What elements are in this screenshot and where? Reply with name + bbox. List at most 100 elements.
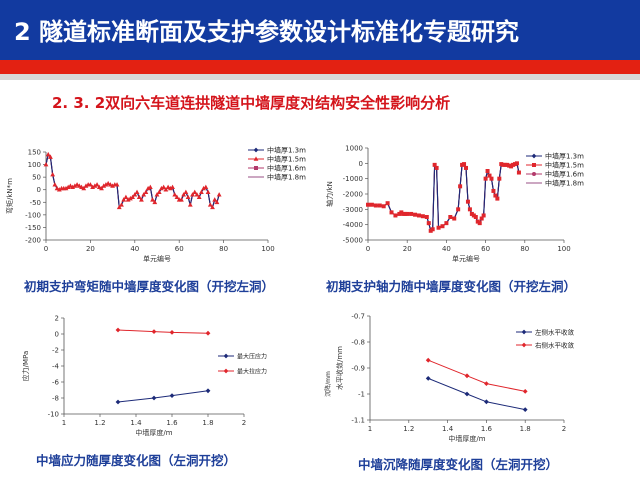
x-tick-label: 1.2	[403, 425, 414, 433]
data-point	[420, 214, 425, 219]
data-point	[373, 203, 378, 208]
legend-label: 中墙厚1.3m	[545, 152, 584, 161]
series-line	[428, 377, 526, 411]
data-point	[119, 202, 124, 207]
data-point	[409, 211, 414, 216]
x-tick-label: 1.4	[442, 425, 454, 433]
data-point	[405, 211, 410, 216]
caption-axial-force: 初期支护轴力随中墙厚度变化图（开挖左洞）	[326, 279, 577, 294]
data-point	[190, 192, 195, 197]
y-tick-label: -1000	[343, 175, 363, 183]
data-point	[94, 182, 100, 187]
data-point	[456, 207, 461, 212]
y-tick-label: -6	[52, 379, 60, 387]
data-point	[413, 212, 418, 217]
data-point	[154, 192, 160, 197]
x-tick-label: 1.2	[94, 419, 105, 427]
y-tick-label: -2	[52, 347, 59, 355]
x-axis-label: 单元编号	[143, 254, 171, 263]
data-point	[136, 194, 142, 200]
caption-moment: 初期支护弯矩随中墙厚度变化图（开挖左洞）	[24, 279, 275, 294]
x-tick-label: 100	[261, 245, 274, 253]
x-tick-label: 80	[520, 245, 529, 253]
y-tick-label: -4	[52, 363, 60, 371]
data-point	[522, 389, 528, 394]
y-tick-label: -50	[30, 199, 41, 207]
y-tick-label: -2000	[343, 191, 363, 199]
data-point	[63, 185, 69, 191]
legend-marker	[253, 156, 259, 161]
data-point	[205, 330, 211, 336]
data-point	[65, 184, 71, 189]
data-point	[205, 388, 211, 394]
x-tick-label: 60	[481, 245, 490, 253]
legend-marker	[223, 353, 229, 359]
y-tick-label: -10	[48, 411, 59, 419]
data-point	[522, 407, 528, 412]
data-point	[115, 399, 121, 405]
data-point	[90, 184, 96, 189]
data-point	[432, 162, 437, 167]
data-point	[70, 184, 76, 189]
y-tick-label: 0	[37, 186, 41, 194]
x-tick-label: 40	[442, 245, 451, 253]
x-axis-label: 单元编号	[452, 254, 480, 263]
data-point	[205, 189, 211, 195]
data-point	[210, 204, 215, 210]
axial-force-chart: 0 20 40 60 80 100 1000 0 -1000 -2000 -3000 -4000 -50…	[320, 128, 640, 266]
y-tick-label: -150	[25, 224, 41, 232]
series-line	[428, 359, 526, 392]
data-point	[196, 194, 202, 200]
data-point	[199, 189, 204, 195]
data-point	[170, 184, 175, 189]
data-point	[491, 188, 496, 193]
x-tick-label: 1.6	[166, 419, 178, 427]
x-tick-label: 0	[366, 245, 370, 253]
data-point	[56, 187, 62, 192]
data-point	[381, 204, 386, 209]
x-tick-label: 20	[86, 245, 95, 253]
data-point	[416, 213, 421, 218]
data-point	[462, 162, 467, 167]
caption-stress: 中墙应力随厚度变化图（左洞开挖）	[36, 453, 237, 468]
legend-marker	[223, 368, 229, 374]
x-tick-label: 80	[219, 245, 228, 253]
y-tick-label: -0.7	[351, 313, 365, 321]
data-point	[385, 201, 390, 206]
x-tick-label: 1	[62, 419, 66, 427]
data-point	[424, 215, 429, 219]
y-axis-secondary-label: 沉降/mm	[324, 371, 332, 397]
data-point	[101, 183, 107, 188]
data-point	[45, 151, 51, 157]
data-point	[185, 194, 191, 200]
series-line	[117, 329, 209, 334]
data-point	[151, 395, 157, 401]
data-point	[393, 213, 398, 218]
red-divider-stripe	[0, 60, 640, 74]
legend-label: 右侧水平收敛	[535, 341, 575, 350]
y-tick-label: 100	[28, 161, 41, 169]
data-point	[145, 185, 151, 191]
y-axis-label: 弯矩/kN*m	[5, 178, 14, 214]
legend-label: 左侧水平收敛	[535, 328, 575, 337]
y-tick-label: -4000	[343, 221, 363, 229]
x-tick-label: 40	[130, 245, 139, 253]
data-point	[141, 192, 147, 197]
data-point	[479, 216, 484, 221]
data-point	[203, 184, 209, 189]
y-tick-label: -1.1	[351, 417, 365, 425]
legend-label: 中墙厚1.5m	[267, 155, 306, 164]
data-point	[127, 195, 133, 201]
data-point	[207, 202, 213, 207]
data-point	[484, 399, 489, 405]
moment-chart: 0 20 40 60 80 100 150 100 50 0 -50 -100 -150 -200 单元编号…	[0, 128, 318, 266]
data-point	[152, 199, 158, 205]
data-point	[426, 221, 431, 226]
y-tick-label: 0	[359, 160, 363, 168]
legend-marker	[253, 147, 259, 153]
data-point	[425, 357, 431, 363]
data-point	[444, 221, 449, 226]
y-tick-label: 0	[55, 331, 59, 339]
y-tick-label: 150	[28, 149, 41, 157]
data-point	[194, 192, 200, 197]
